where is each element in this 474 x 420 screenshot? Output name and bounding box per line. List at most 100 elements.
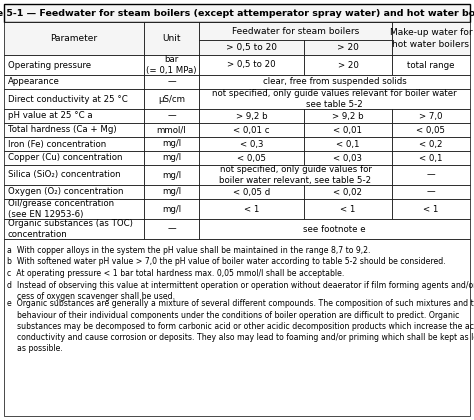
Bar: [144, 55, 199, 75]
Bar: [392, 185, 470, 199]
Bar: [4, 185, 144, 199]
Bar: [392, 109, 470, 123]
Bar: [144, 109, 199, 123]
Text: > 7,0: > 7,0: [419, 111, 443, 121]
Bar: [4, 165, 144, 185]
Text: mg/l: mg/l: [162, 153, 181, 163]
Bar: [144, 89, 199, 109]
Text: d  Instead of observing this value at intermittent operation or operation withou: d Instead of observing this value at int…: [7, 281, 474, 301]
Bar: [304, 123, 392, 137]
Text: e  Organic substances are generally a mixture of several different compounds. Th: e Organic substances are generally a mix…: [7, 299, 474, 353]
Bar: [4, 22, 144, 55]
Text: > 0,5 to 20: > 0,5 to 20: [226, 43, 277, 52]
Text: Parameter: Parameter: [50, 34, 98, 43]
Bar: [199, 151, 304, 165]
Text: Total hardness (Ca + Mg): Total hardness (Ca + Mg): [8, 126, 117, 134]
Text: —: —: [167, 111, 176, 121]
Text: Copper (Cu) concentration: Copper (Cu) concentration: [8, 153, 122, 163]
Text: a  With copper alloys in the system the pH value shall be maintained in the rang: a With copper alloys in the system the p…: [7, 246, 371, 255]
Bar: [4, 123, 144, 137]
Bar: [4, 199, 144, 219]
Text: see footnote e: see footnote e: [303, 225, 366, 234]
Text: mg/l: mg/l: [162, 205, 181, 213]
Bar: [4, 89, 144, 109]
Text: Iron (Fe) concentration: Iron (Fe) concentration: [8, 139, 106, 149]
Text: Table 5-1 — Feedwater for steam boilers (except attemperator spray water) and ho: Table 5-1 — Feedwater for steam boilers …: [0, 8, 474, 18]
Bar: [199, 89, 470, 109]
Bar: [199, 75, 470, 89]
Text: —: —: [167, 78, 176, 87]
Text: not specified, only guide values relevant for boiler water
see table 5-2: not specified, only guide values relevan…: [212, 89, 457, 109]
Text: b  With softened water pH value > 7,0 the pH value of boiler water according to : b With softened water pH value > 7,0 the…: [7, 257, 446, 267]
Text: > 20: > 20: [337, 43, 359, 52]
Bar: [199, 137, 304, 151]
Text: < 1: < 1: [340, 205, 356, 213]
Bar: [199, 165, 392, 185]
Bar: [199, 185, 304, 199]
Bar: [144, 219, 199, 239]
Bar: [304, 109, 392, 123]
Text: —: —: [427, 171, 435, 179]
Text: < 0,1: < 0,1: [419, 153, 443, 163]
Text: pH value at 25 °C a: pH value at 25 °C a: [8, 111, 92, 121]
Bar: [144, 165, 199, 185]
Bar: [392, 137, 470, 151]
Text: mmol/l: mmol/l: [157, 126, 186, 134]
Text: Appearance: Appearance: [8, 78, 60, 87]
Bar: [392, 165, 470, 185]
Text: total range: total range: [407, 60, 455, 69]
Bar: [199, 199, 304, 219]
Text: < 0,05: < 0,05: [417, 126, 446, 134]
Bar: [304, 137, 392, 151]
Text: < 0,05 d: < 0,05 d: [233, 187, 270, 197]
Text: > 0,5 to 20: > 0,5 to 20: [227, 60, 276, 69]
Bar: [144, 151, 199, 165]
Text: < 0,02: < 0,02: [334, 187, 363, 197]
Text: mg/l: mg/l: [162, 171, 181, 179]
Text: < 0,1: < 0,1: [336, 139, 360, 149]
Bar: [392, 199, 470, 219]
Text: > 9,2 b: > 9,2 b: [236, 111, 267, 121]
Text: —: —: [427, 187, 435, 197]
Text: Operating pressure: Operating pressure: [8, 60, 91, 69]
Text: Oil/grease concentration
(see EN 12953-6): Oil/grease concentration (see EN 12953-6…: [8, 199, 114, 219]
Text: c  At operating pressure < 1 bar total hardness max. 0,05 mmol/l shall be accept: c At operating pressure < 1 bar total ha…: [7, 269, 345, 278]
Bar: [144, 22, 199, 55]
Bar: [4, 4, 470, 22]
Text: Organic substances (as TOC)
concentration: Organic substances (as TOC) concentratio…: [8, 219, 133, 239]
Bar: [392, 55, 470, 75]
Bar: [144, 199, 199, 219]
Bar: [304, 199, 392, 219]
Bar: [144, 75, 199, 89]
Bar: [4, 109, 144, 123]
Text: > 9,2 b: > 9,2 b: [332, 111, 364, 121]
Bar: [4, 151, 144, 165]
Text: not specified, only guide values for
boiler water relevant, see table 5-2: not specified, only guide values for boi…: [219, 165, 372, 185]
Text: < 0,3: < 0,3: [240, 139, 263, 149]
Bar: [392, 22, 470, 55]
Text: Unit: Unit: [162, 34, 181, 43]
Bar: [144, 137, 199, 151]
Text: < 1: < 1: [423, 205, 439, 213]
Bar: [392, 123, 470, 137]
Text: μS/cm: μS/cm: [158, 94, 185, 103]
Text: Make-up water for
hot water boilers: Make-up water for hot water boilers: [390, 29, 472, 49]
Bar: [4, 137, 144, 151]
Bar: [304, 185, 392, 199]
Text: clear, free from suspended solids: clear, free from suspended solids: [263, 78, 406, 87]
Bar: [144, 185, 199, 199]
Text: < 0,01 c: < 0,01 c: [233, 126, 270, 134]
Bar: [304, 55, 392, 75]
Text: > 20: > 20: [337, 60, 358, 69]
Text: Feedwater for steam boilers: Feedwater for steam boilers: [232, 26, 359, 36]
Bar: [199, 55, 304, 75]
Text: < 0,2: < 0,2: [419, 139, 443, 149]
Bar: [4, 55, 144, 75]
Text: mg/l: mg/l: [162, 187, 181, 197]
Text: < 0,03: < 0,03: [334, 153, 363, 163]
Text: —: —: [167, 225, 176, 234]
Bar: [304, 40, 392, 55]
Bar: [144, 123, 199, 137]
Bar: [4, 75, 144, 89]
Bar: [304, 151, 392, 165]
